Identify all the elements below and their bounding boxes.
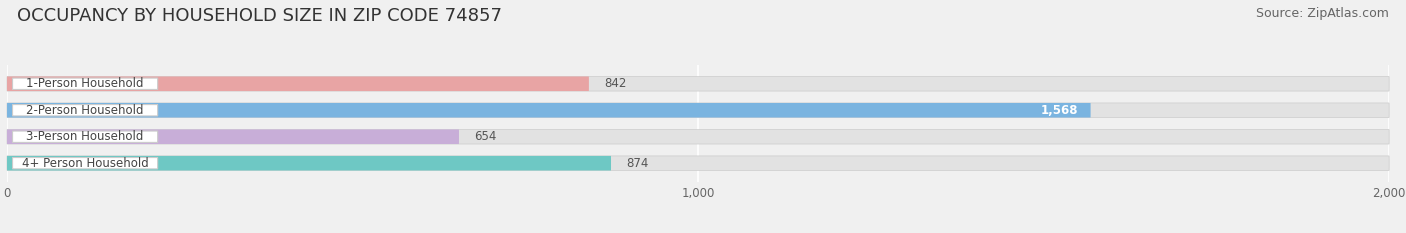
FancyBboxPatch shape xyxy=(13,78,157,89)
Text: 654: 654 xyxy=(474,130,496,143)
Text: 1,568: 1,568 xyxy=(1040,104,1078,117)
Text: Source: ZipAtlas.com: Source: ZipAtlas.com xyxy=(1256,7,1389,20)
FancyBboxPatch shape xyxy=(7,156,612,171)
Text: OCCUPANCY BY HOUSEHOLD SIZE IN ZIP CODE 74857: OCCUPANCY BY HOUSEHOLD SIZE IN ZIP CODE … xyxy=(17,7,502,25)
FancyBboxPatch shape xyxy=(13,158,157,169)
FancyBboxPatch shape xyxy=(7,76,1389,91)
FancyBboxPatch shape xyxy=(13,131,157,142)
Text: 2-Person Household: 2-Person Household xyxy=(27,104,143,117)
FancyBboxPatch shape xyxy=(7,103,1389,117)
FancyBboxPatch shape xyxy=(7,130,458,144)
FancyBboxPatch shape xyxy=(7,103,1091,117)
FancyBboxPatch shape xyxy=(13,105,157,116)
Text: 874: 874 xyxy=(626,157,648,170)
FancyBboxPatch shape xyxy=(7,156,1389,171)
Text: 3-Person Household: 3-Person Household xyxy=(27,130,143,143)
Text: 1-Person Household: 1-Person Household xyxy=(27,77,143,90)
FancyBboxPatch shape xyxy=(7,76,589,91)
FancyBboxPatch shape xyxy=(7,130,1389,144)
Text: 842: 842 xyxy=(605,77,627,90)
Text: 4+ Person Household: 4+ Person Household xyxy=(21,157,149,170)
